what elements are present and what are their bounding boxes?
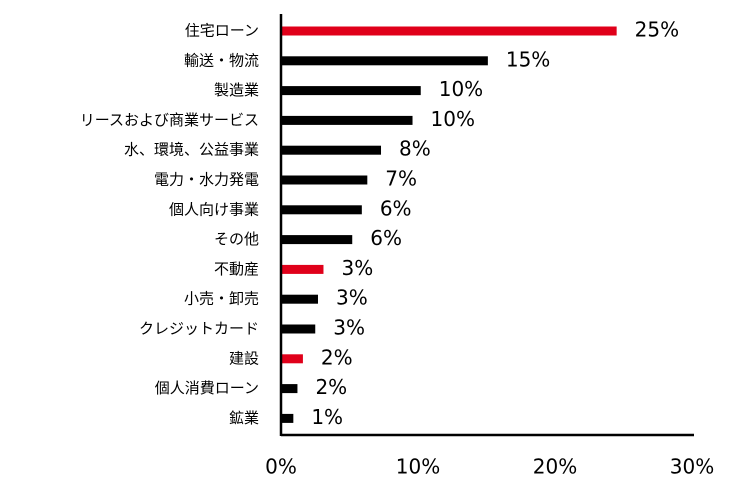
category-label-10: クレジットカード xyxy=(139,320,259,338)
value-label-4: 8% xyxy=(399,137,431,161)
bar-0 xyxy=(281,26,617,36)
value-label-0: 25% xyxy=(635,18,679,42)
bar-12 xyxy=(281,384,298,394)
category-label-3: リースおよび商業サービス xyxy=(80,111,259,129)
value-label-6: 6% xyxy=(380,196,412,220)
category-label-9: 小売・卸売 xyxy=(184,290,259,308)
category-label-4: 水、環境、公益事業 xyxy=(124,141,259,159)
bar-8 xyxy=(281,264,324,274)
value-label-9: 3% xyxy=(336,286,368,310)
bar-11 xyxy=(281,354,303,364)
value-label-8: 3% xyxy=(341,256,373,280)
bar-2 xyxy=(281,86,421,96)
value-label-3: 10% xyxy=(431,107,475,131)
bar-10 xyxy=(281,324,316,334)
value-label-2: 10% xyxy=(439,77,483,101)
category-label-7: その他 xyxy=(214,230,259,248)
x-tick-label-3: 30% xyxy=(670,455,714,479)
value-label-11: 2% xyxy=(321,345,353,369)
category-label-8: 不動産 xyxy=(214,260,259,278)
category-label-1: 輸送・物流 xyxy=(184,51,259,69)
category-label-5: 電力・水力発電 xyxy=(154,171,259,189)
bar-4 xyxy=(281,145,382,155)
category-label-12: 個人消費ローン xyxy=(155,379,259,397)
value-label-7: 6% xyxy=(370,226,402,250)
value-labels: 25%15%10%10%8%7%6%6%3%3%3%2%2%1% xyxy=(311,18,679,429)
value-label-1: 15% xyxy=(506,47,550,71)
bar-6 xyxy=(281,205,362,215)
bar-1 xyxy=(281,56,488,66)
value-label-12: 2% xyxy=(315,375,347,399)
bars-group xyxy=(281,26,617,423)
bar-3 xyxy=(281,115,413,125)
bar-7 xyxy=(281,235,353,245)
bar-9 xyxy=(281,294,318,304)
value-label-13: 1% xyxy=(311,405,343,429)
x-tick-label-1: 10% xyxy=(396,455,440,479)
x-tick-labels: 0% 10% 20% 30% xyxy=(265,455,714,479)
x-tick-label-2: 20% xyxy=(533,455,577,479)
category-label-2: 製造業 xyxy=(214,81,259,99)
category-labels: 住宅ローン輸送・物流製造業リースおよび商業サービス水、環境、公益事業電力・水力発… xyxy=(80,22,259,427)
category-label-13: 鉱業 xyxy=(229,409,259,427)
category-label-0: 住宅ローン xyxy=(185,22,259,40)
value-label-5: 7% xyxy=(385,167,417,191)
value-label-10: 3% xyxy=(333,316,365,340)
category-label-11: 建設 xyxy=(229,349,259,367)
bar-5 xyxy=(281,175,368,185)
bar-13 xyxy=(281,413,294,423)
category-label-6: 個人向け事業 xyxy=(169,200,259,218)
x-tick-label-0: 0% xyxy=(265,455,297,479)
